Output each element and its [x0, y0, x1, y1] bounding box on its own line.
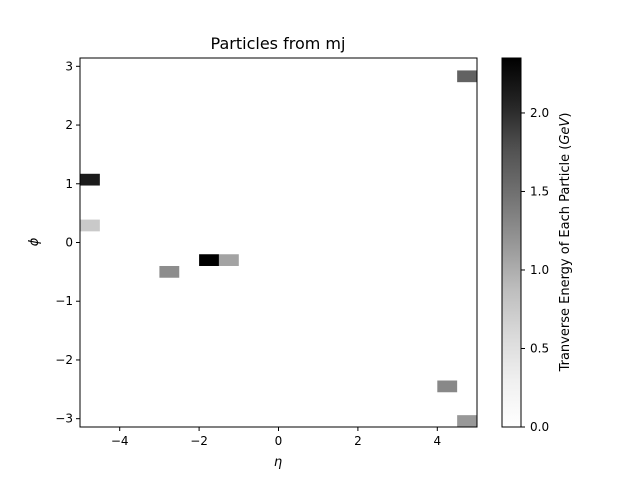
x-tick-label-3: 2: [354, 434, 362, 448]
colorbar-gradient: [501, 57, 522, 428]
y-axis-label: ϕ: [27, 237, 42, 246]
plot-area: −4 −2 0 2 4 −3 −2 −1 0 1 2 3: [55, 57, 478, 448]
x-axis-ticks: −4 −2 0 2 4: [111, 427, 441, 448]
chart-title: Particles from mj: [211, 34, 346, 53]
y-tick-label-3: 0: [65, 236, 73, 250]
colorbar-ticks: 0.0 0.5 1.0 1.5 2.0: [521, 106, 549, 434]
y-axis-ticks: −3 −2 −1 0 1 2 3: [55, 59, 80, 426]
heatmap-cell-3: [199, 254, 219, 266]
heatmap-cell-2: [159, 265, 180, 278]
x-tick-label-2: 0: [275, 434, 283, 448]
colorbar-label-suffix: ): [558, 113, 573, 118]
colorbar-tick-label-1: 0.5: [530, 341, 549, 355]
colorbar-label: Tranverse Energy of Each Particle (GeV): [558, 113, 573, 373]
x-tick-label-1: −2: [190, 434, 208, 448]
y-tick-label-5: 2: [65, 118, 73, 132]
heatmap-cells: [80, 70, 477, 427]
colorbar-tick-label-0: 0.0: [530, 420, 549, 434]
heatmap-cell-7: [457, 415, 477, 427]
colorbar: 0.0 0.5 1.0 1.5 2.0 Tranverse Energy of Each…: [501, 57, 573, 434]
y-tick-label-0: −3: [55, 412, 73, 426]
heatmap-cell-0: [80, 173, 100, 186]
x-tick-label-0: −4: [111, 434, 129, 448]
heatmap-cell-4: [218, 254, 239, 266]
x-tick-label-4: 4: [433, 434, 441, 448]
heatmap-cell-6: [457, 70, 477, 83]
plot-background: [80, 58, 477, 427]
colorbar-label-unit: GeV: [558, 117, 573, 145]
colorbar-tick-label-3: 1.5: [530, 184, 549, 198]
x-axis-label: η: [274, 455, 282, 470]
colorbar-tick-label-2: 1.0: [530, 263, 549, 277]
y-tick-label-1: −2: [55, 353, 73, 367]
y-tick-label-6: 3: [65, 59, 73, 73]
colorbar-tick-label-4: 2.0: [530, 106, 549, 120]
y-tick-label-2: −1: [55, 294, 73, 308]
heatmap-cell-1: [80, 219, 100, 232]
heatmap-cell-5: [437, 380, 458, 393]
colorbar-label-prefix: Tranverse Energy of Each Particle (: [558, 145, 573, 373]
y-tick-label-4: 1: [65, 177, 73, 191]
